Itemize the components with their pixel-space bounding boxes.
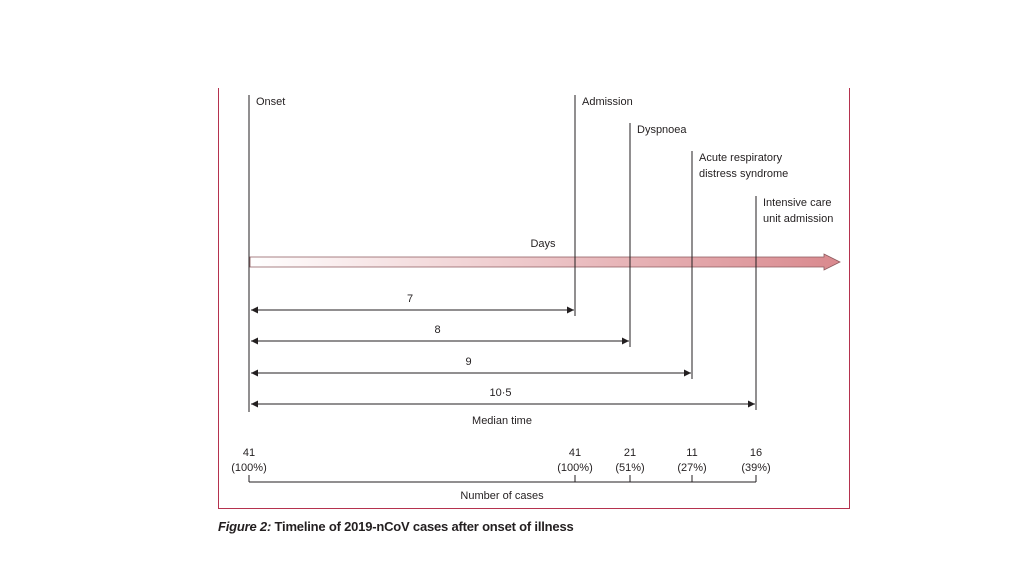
median-time-label: Median time — [472, 415, 532, 427]
interval-value-label: 9 — [465, 356, 471, 368]
case-percent: (51%) — [615, 462, 644, 474]
figure-frame — [218, 88, 850, 509]
case-count: 16 — [750, 447, 762, 459]
caption-label: Figure 2: — [218, 519, 272, 534]
event-label-ards: distress syndrome — [699, 168, 788, 180]
case-count: 41 — [569, 447, 581, 459]
interval-value-label: 7 — [407, 293, 413, 305]
interval-value-label: 8 — [434, 324, 440, 336]
event-label-onset: Onset — [256, 96, 285, 108]
case-count: 11 — [686, 447, 697, 459]
days-arrow — [249, 253, 841, 271]
event-label-dyspnoea: Dyspnoea — [637, 124, 687, 136]
event-label-icu-admission: Intensive care — [763, 197, 831, 209]
interval-value-label: 10·5 — [489, 387, 511, 399]
event-label-ards: Acute respiratory — [699, 152, 783, 164]
case-percent: (27%) — [677, 462, 706, 474]
case-count: 41 — [243, 447, 255, 459]
case-count: 21 — [624, 447, 636, 459]
caption-text: Timeline of 2019-nCoV cases after onset … — [271, 519, 574, 534]
number-of-cases-label: Number of cases — [460, 490, 544, 502]
days-label: Days — [530, 238, 556, 250]
case-percent: (39%) — [741, 462, 770, 474]
case-percent: (100%) — [557, 462, 592, 474]
event-label-admission: Admission — [582, 96, 633, 108]
figure-caption: Figure 2: Timeline of 2019-nCoV cases af… — [218, 519, 574, 534]
case-percent: (100%) — [231, 462, 266, 474]
event-label-icu-admission: unit admission — [763, 213, 833, 225]
